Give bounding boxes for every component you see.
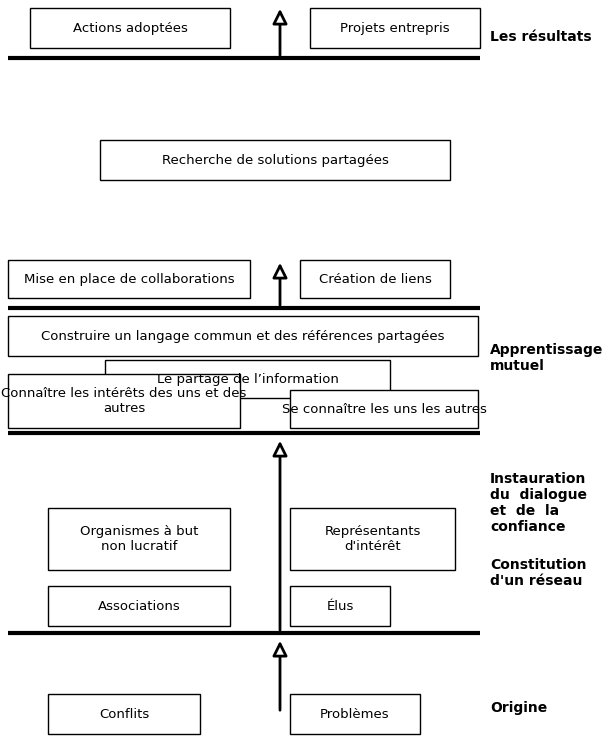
Bar	[290, 390, 478, 428]
Text: Les résultats: Les résultats	[490, 30, 592, 44]
Text: Mise en place de collaborations: Mise en place de collaborations	[24, 272, 235, 286]
Text: Problèmes: Problèmes	[320, 708, 390, 720]
Text: Conflits: Conflits	[99, 708, 149, 720]
Bar	[8, 316, 478, 356]
Text: Actions adoptées: Actions adoptées	[72, 22, 188, 34]
Bar	[105, 360, 390, 398]
Bar	[300, 260, 450, 298]
Text: Instauration
du  dialogue
et  de  la
confiance: Instauration du dialogue et de la confia…	[490, 472, 587, 534]
Text: Origine: Origine	[490, 701, 548, 715]
Text: Projets entrepris: Projets entrepris	[340, 22, 450, 34]
Bar	[48, 508, 230, 570]
Text: Construire un langage commun et des références partagées: Construire un langage commun et des réfé…	[41, 330, 445, 343]
Text: Organismes à but
non lucratif: Organismes à but non lucratif	[80, 525, 198, 553]
Bar	[8, 374, 240, 428]
Text: Création de liens: Création de liens	[318, 272, 431, 286]
Text: Associations: Associations	[98, 599, 180, 613]
Bar	[310, 8, 480, 48]
Bar	[30, 8, 230, 48]
Text: Apprentissage
mutuel: Apprentissage mutuel	[490, 343, 603, 373]
Bar	[100, 140, 450, 180]
Text: Connaître les intérêts des uns et des
autres: Connaître les intérêts des uns et des au…	[1, 387, 247, 415]
Text: Constitution
d'un réseau: Constitution d'un réseau	[490, 558, 587, 588]
Bar	[290, 586, 390, 626]
Text: Se connaître les uns les autres: Se connaître les uns les autres	[282, 402, 487, 415]
Bar	[290, 694, 420, 734]
Bar	[8, 260, 250, 298]
Text: Représentants
d'intérêt: Représentants d'intérêt	[324, 525, 421, 553]
Bar	[48, 694, 200, 734]
Text: Élus: Élus	[326, 599, 354, 613]
Text: Le partage de l’information: Le partage de l’information	[157, 373, 338, 385]
Bar	[290, 508, 455, 570]
Text: Recherche de solutions partagées: Recherche de solutions partagées	[162, 153, 388, 167]
Bar	[48, 586, 230, 626]
